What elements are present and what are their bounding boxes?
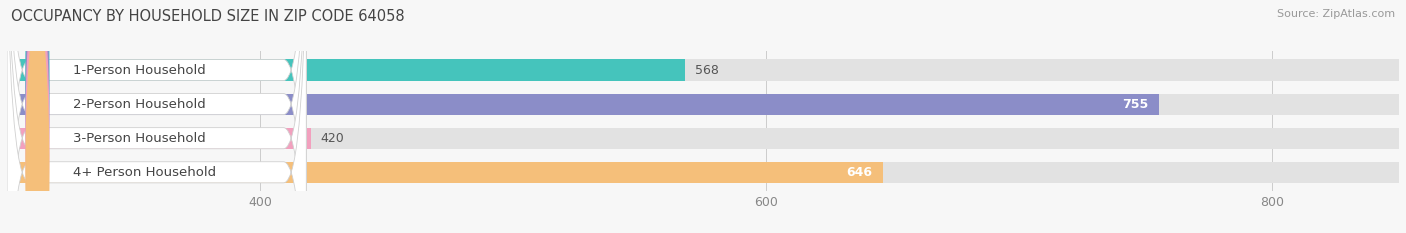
Circle shape bbox=[25, 0, 49, 233]
FancyBboxPatch shape bbox=[7, 0, 307, 233]
Circle shape bbox=[25, 0, 49, 233]
Text: 1-Person Household: 1-Person Household bbox=[73, 64, 205, 76]
Text: 755: 755 bbox=[1122, 98, 1149, 111]
Text: Source: ZipAtlas.com: Source: ZipAtlas.com bbox=[1277, 9, 1395, 19]
Text: 420: 420 bbox=[321, 132, 344, 145]
Bar bbox=[7, 162, 1399, 183]
FancyBboxPatch shape bbox=[7, 0, 307, 233]
Bar bbox=[7, 128, 311, 149]
Bar bbox=[7, 93, 1159, 115]
Circle shape bbox=[25, 0, 49, 223]
Text: OCCUPANCY BY HOUSEHOLD SIZE IN ZIP CODE 64058: OCCUPANCY BY HOUSEHOLD SIZE IN ZIP CODE … bbox=[11, 9, 405, 24]
Circle shape bbox=[25, 19, 49, 233]
Text: 646: 646 bbox=[846, 166, 873, 179]
Bar bbox=[7, 59, 1399, 81]
Bar bbox=[7, 93, 1399, 115]
Text: 3-Person Household: 3-Person Household bbox=[73, 132, 205, 145]
FancyBboxPatch shape bbox=[7, 0, 307, 233]
Text: 4+ Person Household: 4+ Person Household bbox=[73, 166, 217, 179]
Bar bbox=[7, 128, 1399, 149]
FancyBboxPatch shape bbox=[7, 0, 307, 233]
Bar bbox=[7, 162, 883, 183]
Text: 2-Person Household: 2-Person Household bbox=[73, 98, 205, 111]
Bar bbox=[7, 59, 685, 81]
Text: 568: 568 bbox=[696, 64, 720, 76]
